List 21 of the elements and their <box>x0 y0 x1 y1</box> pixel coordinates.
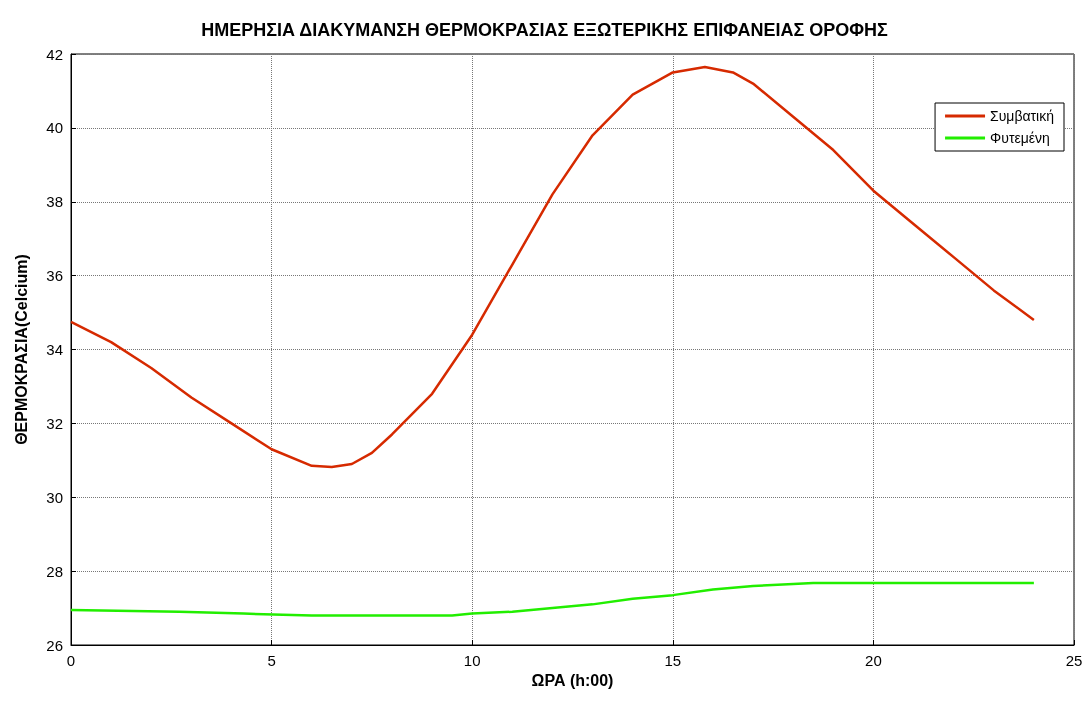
y-tick-label: 38 <box>46 193 63 211</box>
y-axis-title: ΘΕΡΜΟΚΡΑΣΙΑ(Celcium) <box>12 254 30 445</box>
y-tick-label: 34 <box>46 341 63 358</box>
x-tick-label: 25 <box>1065 652 1083 669</box>
y-tick-label: 26 <box>46 636 63 654</box>
x-tick-label: 5 <box>267 652 276 669</box>
y-tick-label: 42 <box>46 45 63 63</box>
y-tick-label: 30 <box>46 488 63 506</box>
x-tick-label: 15 <box>664 652 682 669</box>
legend-label: Συμβατική <box>990 108 1054 124</box>
chart-title: ΗΜΕΡΗΣΙΑ ΔΙΑΚΥΜΑΝΣΗ ΘΕΡΜΟΚΡΑΣΙΑΣ ΕΞΩΤΕΡΙΚΗΣ ΕΠΙΦΑΝΕΙΑΣ ΟΡΟΦΗΣ <box>201 20 889 40</box>
x-tick-label: 0 <box>66 652 76 669</box>
y-tick-label: 32 <box>46 414 63 432</box>
x-axis-title: ΩΡΑ (h:00) <box>531 672 614 690</box>
line-series <box>69 581 1036 617</box>
y-tick-label: 40 <box>46 119 63 137</box>
x-tick-label: 10 <box>463 652 481 669</box>
x-tick-label: 20 <box>865 652 882 669</box>
y-tick-label: 36 <box>46 267 63 285</box>
legend-label: Φυτεμένη <box>990 130 1050 146</box>
y-tick-label: 28 <box>46 562 63 580</box>
